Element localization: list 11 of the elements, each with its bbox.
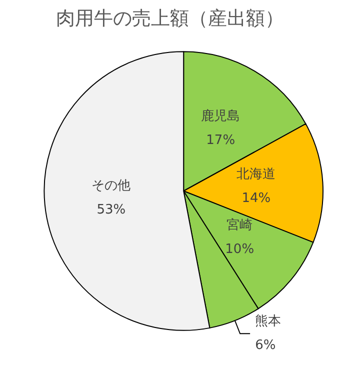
data-label: 10% <box>225 242 254 257</box>
chart-title: 肉用牛の売上額（産出額） <box>56 8 284 30</box>
slice-label: その他 <box>92 178 131 194</box>
data-label: 6% <box>255 338 276 354</box>
slice-label: 鹿児島 <box>201 108 240 124</box>
slice-label: 宮崎 <box>226 216 253 233</box>
data-label: 14% <box>242 190 271 206</box>
slice-label: 熊本 <box>255 314 282 330</box>
data-label: 53% <box>96 202 126 218</box>
data-label: 17% <box>206 132 236 148</box>
slice-label: 北海道 <box>236 166 276 182</box>
